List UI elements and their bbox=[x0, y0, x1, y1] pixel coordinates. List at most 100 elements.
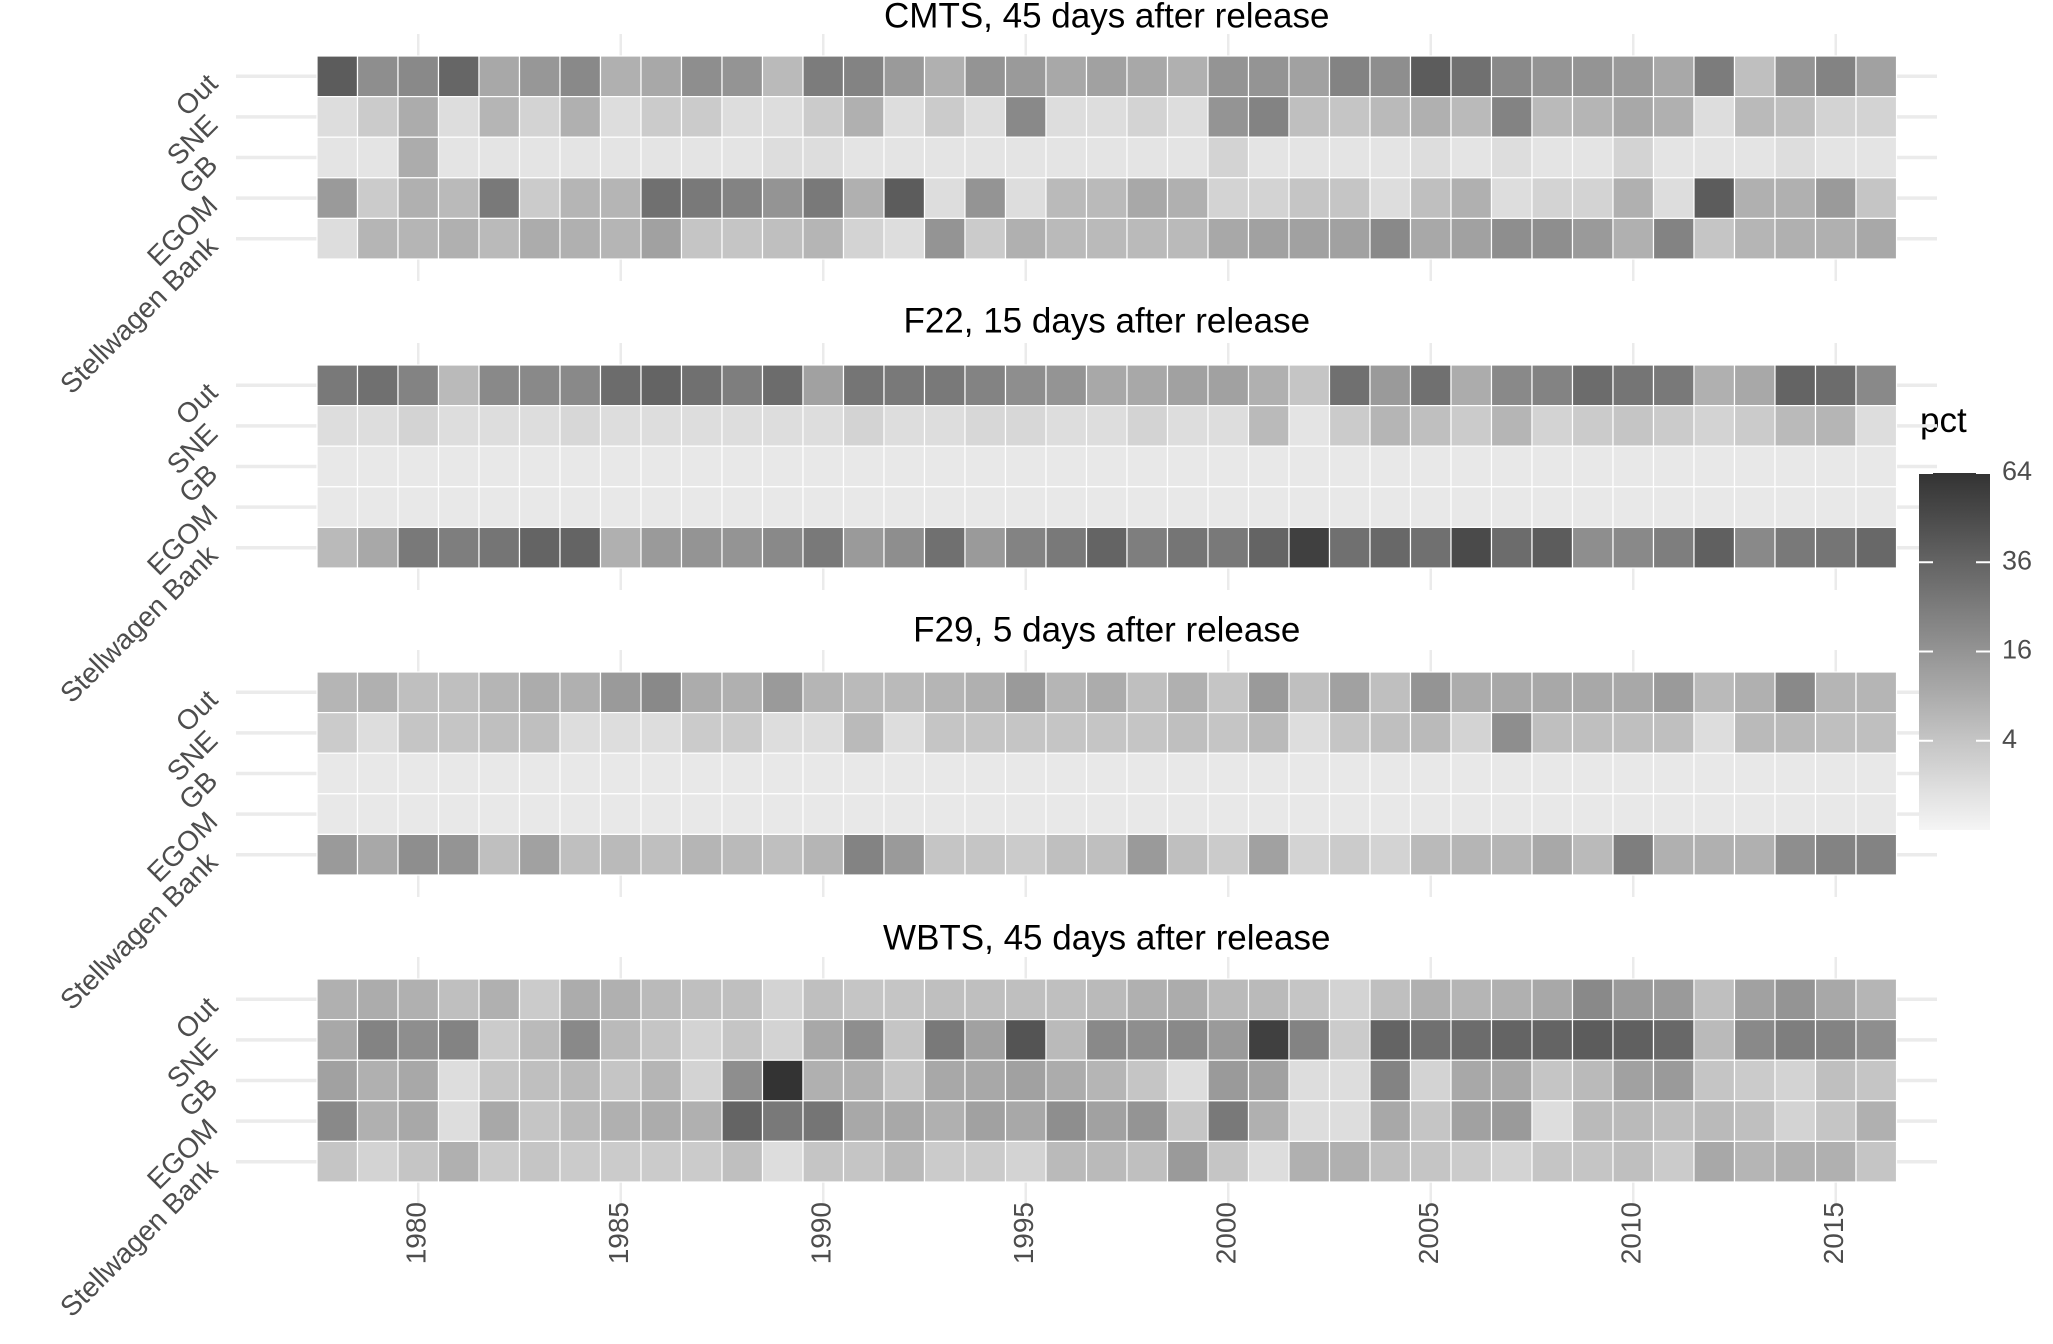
heat-tile bbox=[1166, 978, 1209, 1021]
heat-tile bbox=[1774, 405, 1817, 447]
heat-tile bbox=[316, 95, 359, 138]
heat-tile bbox=[1693, 55, 1736, 98]
heat-tile bbox=[640, 1059, 683, 1102]
heat-tile bbox=[1814, 217, 1857, 260]
heat-tile bbox=[478, 752, 521, 795]
heat-tile bbox=[1814, 405, 1857, 447]
heat-tile bbox=[1328, 1100, 1371, 1143]
heat-tile bbox=[559, 364, 602, 407]
heat-tile bbox=[1247, 136, 1290, 179]
heat-tile bbox=[1490, 217, 1533, 260]
heat-tile bbox=[640, 833, 683, 876]
heat-tile bbox=[518, 1059, 561, 1102]
heat-tile bbox=[923, 1140, 966, 1183]
heat-tile bbox=[1652, 445, 1695, 488]
heat-tile bbox=[1531, 217, 1574, 260]
heat-tile bbox=[1409, 364, 1452, 407]
heat-tile bbox=[1207, 217, 1250, 260]
heat-tile bbox=[1693, 405, 1736, 447]
heat-tile bbox=[640, 445, 683, 488]
heat-tile bbox=[761, 1140, 804, 1183]
heat-tile bbox=[356, 486, 399, 528]
heat-tile bbox=[1328, 136, 1371, 179]
heat-tile bbox=[1328, 486, 1371, 528]
heat-tile bbox=[599, 486, 642, 528]
heat-tile bbox=[1166, 671, 1209, 714]
heat-tile bbox=[802, 711, 845, 754]
heat-tile bbox=[842, 405, 885, 447]
heat-tile bbox=[1328, 405, 1371, 447]
heat-tile bbox=[1652, 486, 1695, 528]
heat-tile bbox=[1126, 55, 1169, 98]
heat-tile bbox=[640, 1140, 683, 1183]
heat-tile bbox=[964, 978, 1007, 1021]
heat-tile bbox=[1531, 1100, 1574, 1143]
heat-tile bbox=[1004, 177, 1047, 220]
heat-tile bbox=[1247, 752, 1290, 795]
heat-tile bbox=[1207, 833, 1250, 876]
heat-tile bbox=[437, 833, 480, 876]
heat-tile bbox=[1733, 405, 1776, 447]
heat-tile bbox=[842, 671, 885, 714]
heat-tile bbox=[1531, 136, 1574, 179]
heat-tile bbox=[356, 978, 399, 1021]
heat-tile bbox=[1571, 711, 1614, 754]
heat-tile bbox=[1207, 793, 1250, 835]
heat-tile bbox=[316, 1018, 359, 1061]
heat-tile bbox=[761, 1018, 804, 1061]
heat-tile bbox=[1814, 833, 1857, 876]
heat-tile bbox=[680, 526, 723, 569]
heat-tile bbox=[437, 752, 480, 795]
heat-tile bbox=[1126, 526, 1169, 569]
heat-tile bbox=[397, 1100, 440, 1143]
heat-tile bbox=[518, 95, 561, 138]
heat-tile bbox=[1328, 833, 1371, 876]
heat-tile bbox=[761, 136, 804, 179]
heat-tile bbox=[1733, 1100, 1776, 1143]
heat-tile bbox=[1126, 95, 1169, 138]
heat-tile bbox=[1450, 1059, 1493, 1102]
heat-tile bbox=[761, 364, 804, 407]
heat-tile bbox=[680, 405, 723, 447]
heat-tile bbox=[437, 1100, 480, 1143]
heat-tile bbox=[1288, 55, 1331, 98]
heat-tile bbox=[1693, 217, 1736, 260]
heat-tile bbox=[1490, 55, 1533, 98]
heat-tile bbox=[1369, 405, 1412, 447]
colorbar-label: 4 bbox=[2002, 724, 2017, 754]
heat-tile bbox=[883, 177, 926, 220]
heat-tile bbox=[559, 793, 602, 835]
heat-tile bbox=[478, 711, 521, 754]
heat-tile bbox=[883, 405, 926, 447]
heat-tile bbox=[923, 95, 966, 138]
heat-tile bbox=[559, 486, 602, 528]
heat-tile bbox=[518, 793, 561, 835]
heat-tile bbox=[1612, 136, 1655, 179]
heat-tile bbox=[1450, 978, 1493, 1021]
heat-tile bbox=[721, 978, 764, 1021]
heat-tile bbox=[1328, 364, 1371, 407]
heat-tile bbox=[1450, 526, 1493, 569]
heat-tile bbox=[1004, 95, 1047, 138]
heat-tile bbox=[1531, 1140, 1574, 1183]
heat-tile bbox=[1207, 1018, 1250, 1061]
heat-tile bbox=[356, 711, 399, 754]
heat-tile bbox=[721, 711, 764, 754]
heat-tile bbox=[397, 486, 440, 528]
heat-tile bbox=[1207, 445, 1250, 488]
heat-tile bbox=[883, 136, 926, 179]
heat-tile bbox=[640, 978, 683, 1021]
row-label: Stellwagen Bank bbox=[54, 230, 224, 400]
heat-tile bbox=[356, 833, 399, 876]
heat-tile bbox=[559, 177, 602, 220]
heat-tile bbox=[1328, 752, 1371, 795]
heat-tile bbox=[1207, 752, 1250, 795]
heat-tile bbox=[883, 833, 926, 876]
heat-tile bbox=[478, 95, 521, 138]
heat-tile bbox=[680, 711, 723, 754]
heat-tile bbox=[802, 364, 845, 407]
heat-tile bbox=[1571, 55, 1614, 98]
heat-tile bbox=[1733, 711, 1776, 754]
heat-tile bbox=[1085, 833, 1128, 876]
heat-tile bbox=[1612, 978, 1655, 1021]
